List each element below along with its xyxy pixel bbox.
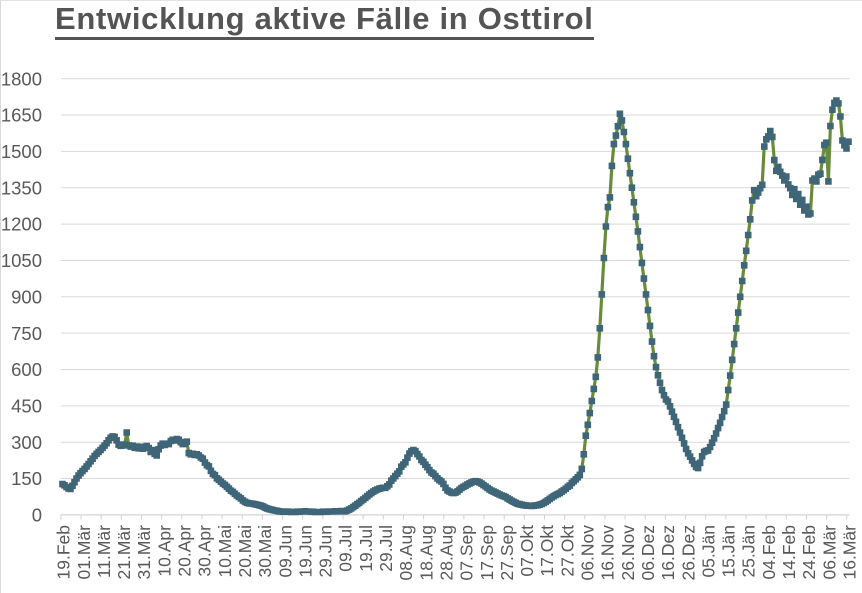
svg-text:05.Jän: 05.Jän bbox=[698, 525, 718, 578]
svg-text:30.Mai: 30.Mai bbox=[255, 525, 275, 578]
svg-text:16.Nov: 16.Nov bbox=[598, 525, 618, 581]
svg-text:19.Feb: 19.Feb bbox=[54, 525, 74, 579]
svg-text:04.Feb: 04.Feb bbox=[759, 525, 779, 579]
svg-text:21.Mär: 21.Mär bbox=[114, 525, 134, 580]
svg-text:30.Apr: 30.Apr bbox=[195, 525, 215, 577]
svg-text:09.Jul: 09.Jul bbox=[336, 525, 356, 572]
svg-text:09.Jun: 09.Jun bbox=[275, 525, 295, 578]
svg-text:26.Dez: 26.Dez bbox=[678, 525, 698, 580]
svg-text:24.Feb: 24.Feb bbox=[799, 525, 819, 579]
svg-text:19.Jul: 19.Jul bbox=[356, 525, 376, 572]
svg-text:600: 600 bbox=[11, 359, 42, 380]
svg-text:16.Mär: 16.Mär bbox=[839, 525, 859, 580]
svg-text:300: 300 bbox=[11, 432, 42, 453]
svg-text:06.Dez: 06.Dez bbox=[638, 525, 658, 580]
svg-text:17.Okt: 17.Okt bbox=[537, 525, 557, 577]
svg-text:26.Nov: 26.Nov bbox=[618, 525, 638, 581]
svg-text:1800: 1800 bbox=[1, 68, 42, 89]
svg-text:750: 750 bbox=[11, 323, 42, 344]
svg-text:0: 0 bbox=[32, 505, 42, 526]
svg-text:1200: 1200 bbox=[1, 214, 42, 235]
svg-text:1050: 1050 bbox=[1, 250, 42, 271]
svg-text:1350: 1350 bbox=[1, 177, 42, 198]
svg-text:27.Sep: 27.Sep bbox=[497, 525, 517, 580]
svg-text:07.Okt: 07.Okt bbox=[517, 525, 537, 577]
svg-text:11.Mär: 11.Mär bbox=[94, 525, 114, 578]
svg-text:1500: 1500 bbox=[1, 141, 42, 162]
svg-text:08.Aug: 08.Aug bbox=[396, 525, 416, 580]
svg-text:28.Aug: 28.Aug bbox=[436, 525, 456, 580]
svg-text:150: 150 bbox=[11, 468, 42, 489]
svg-text:27.Okt: 27.Okt bbox=[557, 525, 577, 577]
svg-text:06.Mär: 06.Mär bbox=[819, 525, 839, 580]
svg-text:450: 450 bbox=[11, 395, 42, 416]
svg-text:900: 900 bbox=[11, 286, 42, 307]
svg-text:01.Mär: 01.Mär bbox=[74, 525, 94, 580]
svg-text:29.Jun: 29.Jun bbox=[316, 525, 336, 578]
svg-text:10.Apr: 10.Apr bbox=[154, 525, 174, 577]
svg-text:18.Aug: 18.Aug bbox=[416, 525, 436, 580]
svg-text:20.Apr: 20.Apr bbox=[175, 525, 195, 577]
svg-text:14.Feb: 14.Feb bbox=[779, 525, 799, 579]
svg-text:31.Mär: 31.Mär bbox=[134, 525, 154, 580]
svg-text:07.Sep: 07.Sep bbox=[457, 525, 477, 580]
svg-text:17.Sep: 17.Sep bbox=[477, 525, 497, 580]
svg-text:19.Jun: 19.Jun bbox=[295, 525, 315, 578]
svg-text:15.Jän: 15.Jän bbox=[719, 525, 739, 578]
svg-text:10.Mai: 10.Mai bbox=[215, 525, 235, 578]
svg-text:06.Nov: 06.Nov bbox=[578, 525, 598, 581]
svg-text:20.Mai: 20.Mai bbox=[235, 525, 255, 578]
svg-text:16.Dez: 16.Dez bbox=[658, 525, 678, 580]
svg-text:1650: 1650 bbox=[1, 105, 42, 126]
svg-text:25.Jän: 25.Jän bbox=[739, 525, 759, 578]
svg-text:29.Jul: 29.Jul bbox=[376, 525, 396, 572]
